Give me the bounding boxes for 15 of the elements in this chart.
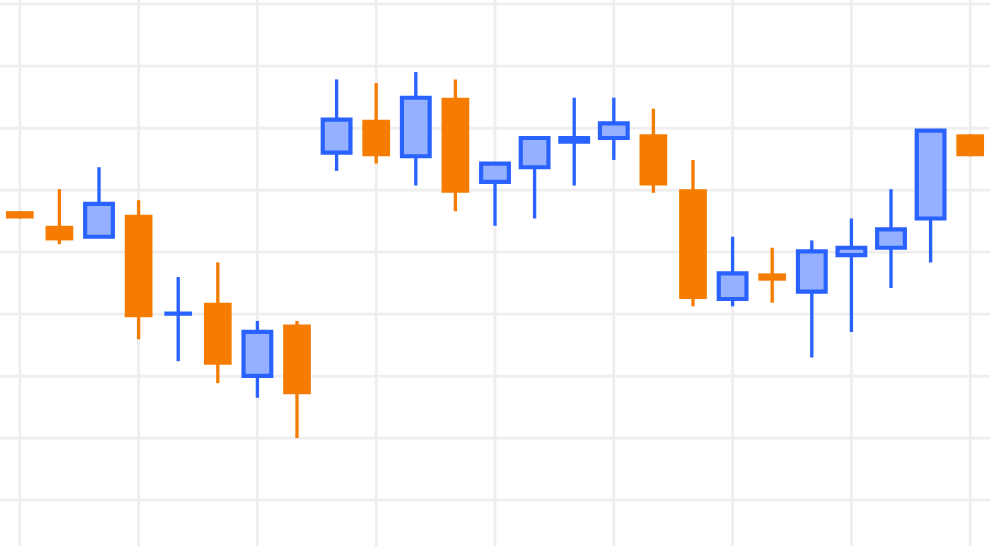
candlestick <box>162 275 195 363</box>
candlestick <box>835 216 868 334</box>
candlestick <box>758 246 787 305</box>
candlestick <box>320 77 353 173</box>
candlestick <box>45 187 74 246</box>
candlestick <box>558 96 591 188</box>
candlestick <box>716 235 749 308</box>
candlestick <box>795 238 828 360</box>
candlestick <box>597 96 630 162</box>
candlestick <box>83 165 115 239</box>
candlestick <box>241 319 274 400</box>
candlestick <box>875 187 907 290</box>
candlestick <box>518 135 551 221</box>
candlestick <box>362 81 391 166</box>
candlestick <box>479 161 511 228</box>
